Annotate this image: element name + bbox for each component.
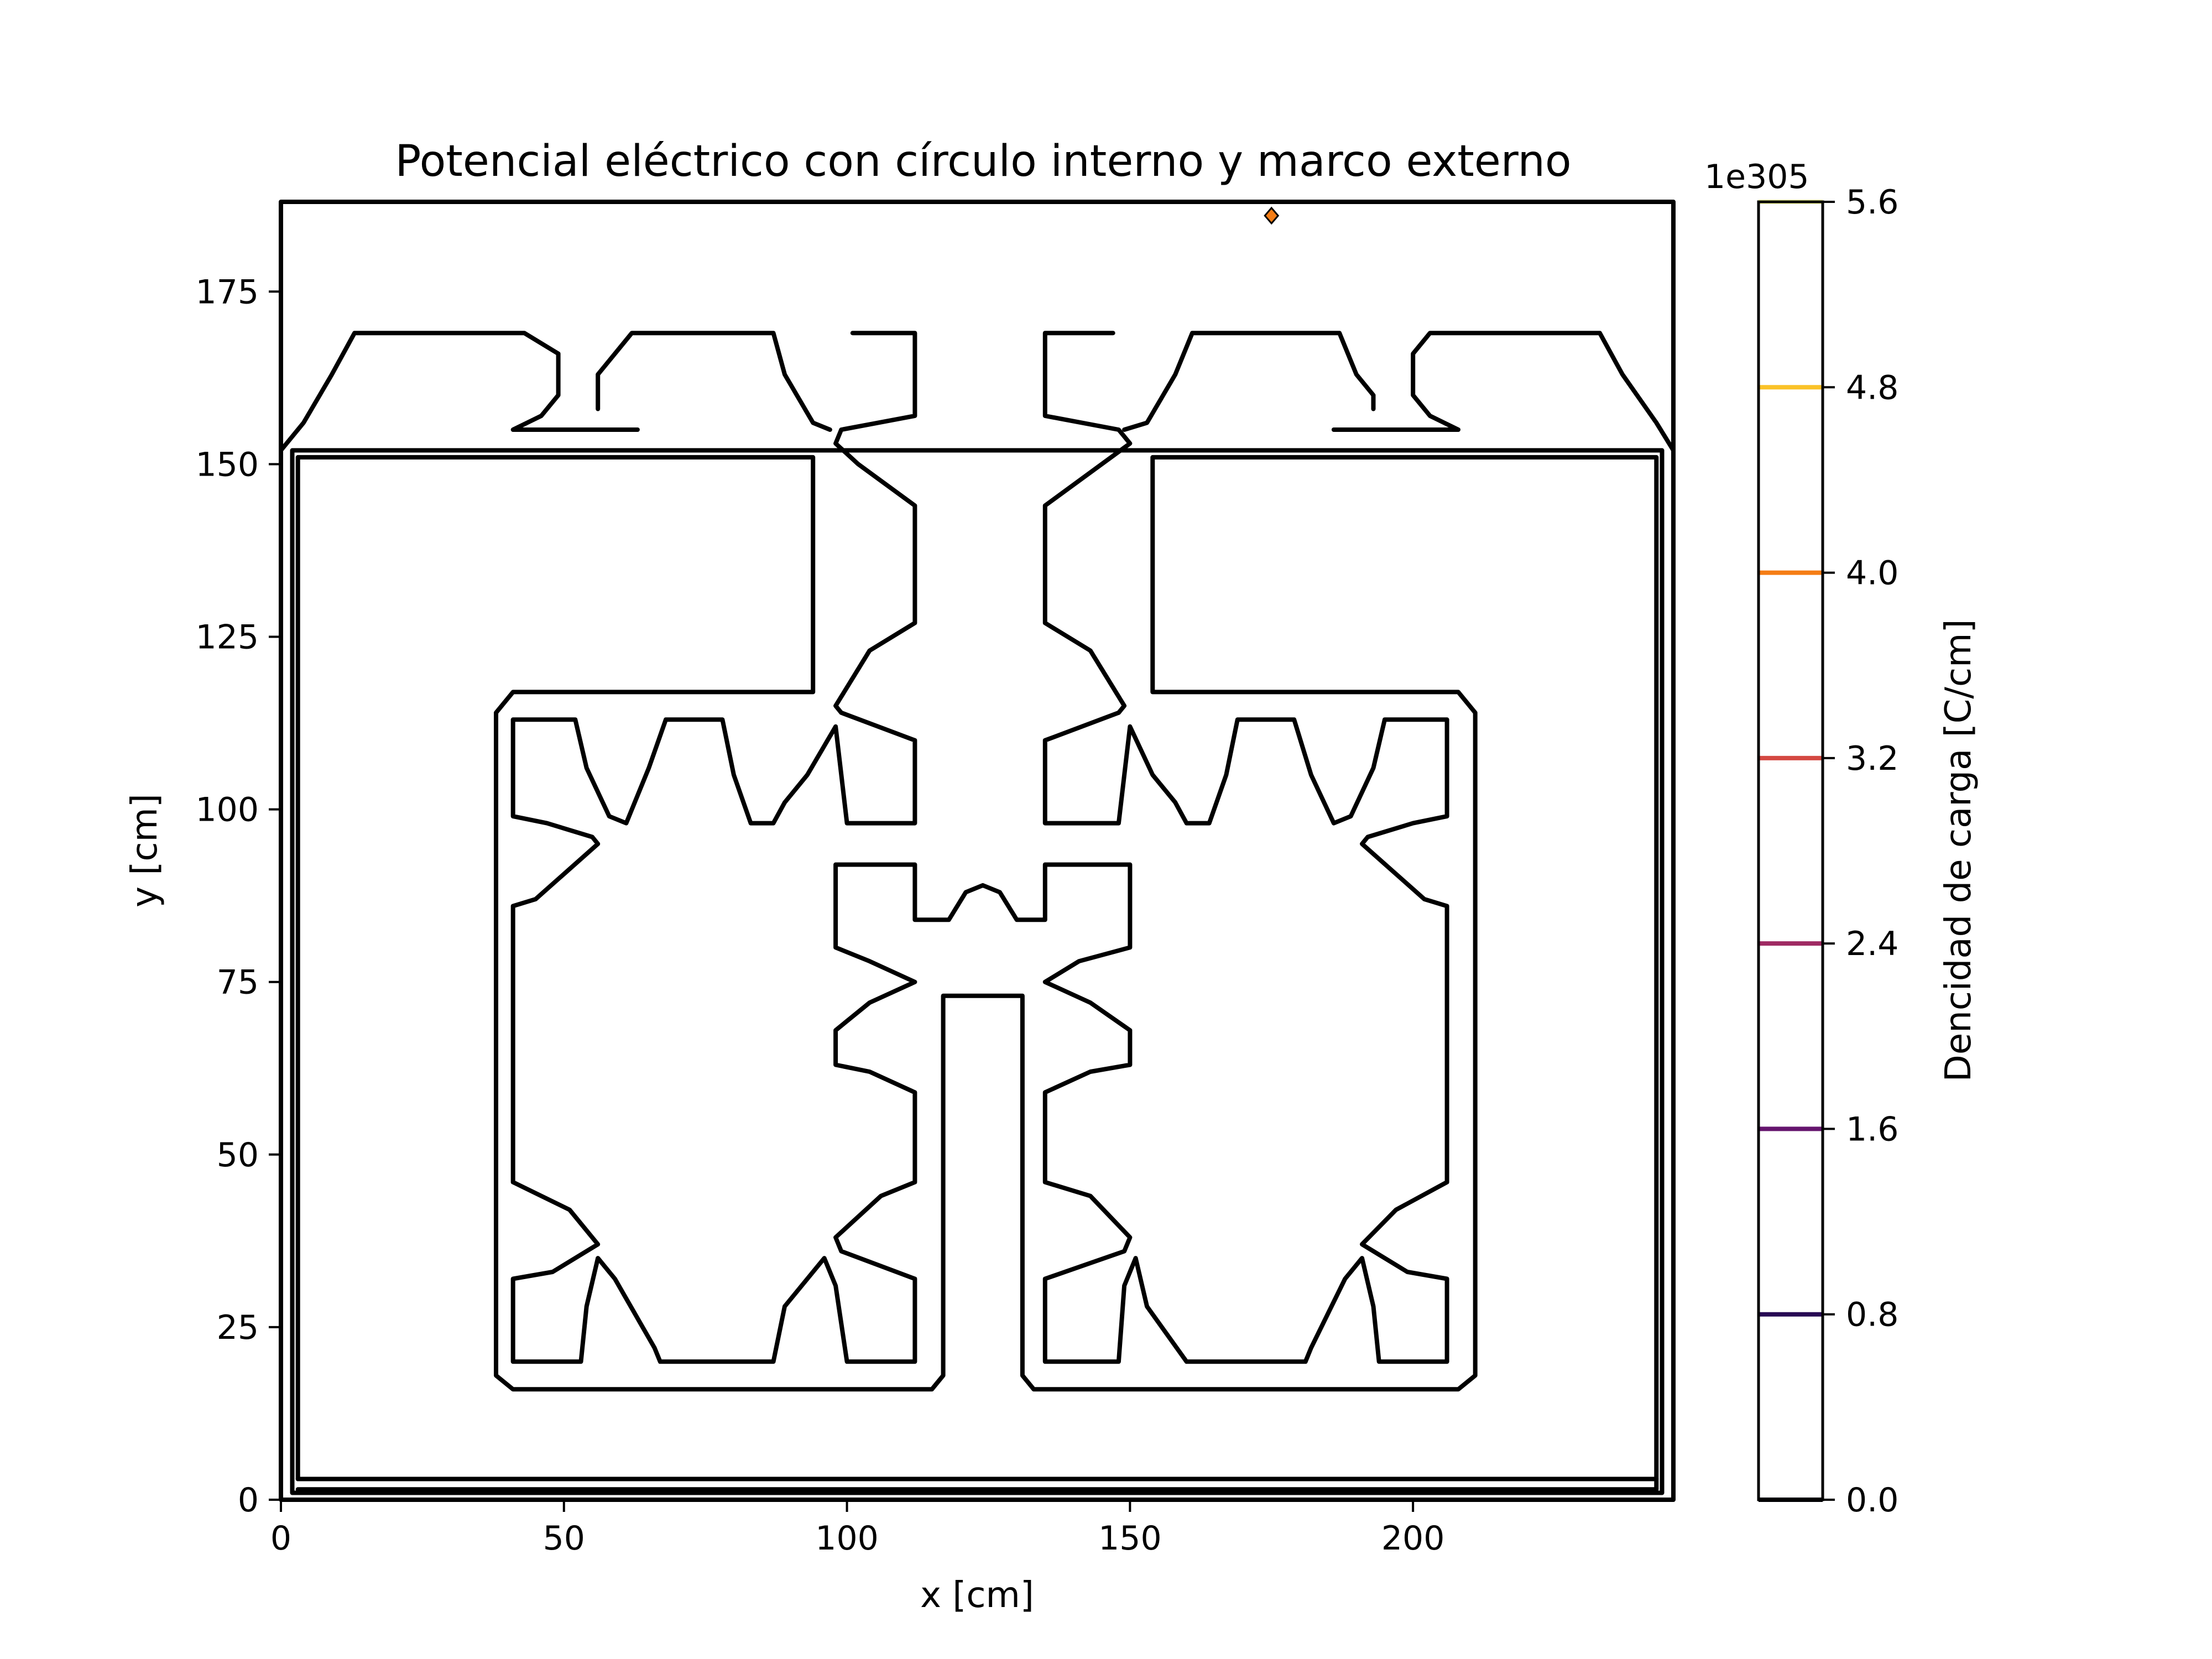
colorbar-offset-text: 1e305 — [1704, 158, 1809, 196]
contour-top-right-cap-1 — [1122, 331, 1376, 432]
colorbar-tick-label: 5.6 — [1846, 183, 1898, 222]
y-tick-label: 0 — [238, 1481, 259, 1520]
colorbar-label: Dencidad de carga [C/cm] — [1938, 619, 1979, 1082]
contour-bottom-band — [295, 1477, 1659, 1492]
x-tick-label: 0 — [270, 1519, 291, 1558]
colorbar-tick-label: 3.2 — [1846, 739, 1898, 778]
y-tick-label: 75 — [217, 963, 259, 1002]
colorbar-frame — [1757, 200, 1824, 1501]
colorbar-tick-label: 4.8 — [1846, 368, 1898, 407]
colorbar: 0.0 0.8 1.6 2.4 3.2 4.0 4.8 5.6 — [1757, 183, 1898, 1520]
x-tick-label: 150 — [1098, 1519, 1162, 1558]
y-tick-label: 150 — [195, 445, 259, 484]
y-tick-label: 25 — [217, 1308, 259, 1347]
contour-top-left-cap-3 — [510, 331, 1449, 1364]
y-tick-label: 50 — [217, 1136, 259, 1175]
y-tick-label: 175 — [195, 273, 259, 311]
contour-top-left-cap-1 — [279, 331, 640, 453]
y-axis: 0 25 50 75 100 125 150 175 — [195, 273, 281, 1520]
contour-outer-frame-inner — [290, 448, 1665, 1495]
colorbar-tick-label: 4.0 — [1846, 554, 1898, 593]
orange-marker — [1264, 206, 1280, 225]
contour-top-left-cap-2 — [596, 331, 832, 432]
x-axis-label: x [cm] — [920, 1575, 1034, 1616]
y-axis-label: y [cm] — [124, 794, 165, 907]
contour-top-right-cap-2 — [1331, 331, 1676, 453]
colorbar-tick-label: 2.4 — [1846, 925, 1898, 963]
colorbar-tick-label: 0.8 — [1846, 1296, 1898, 1334]
y-tick-label: 100 — [195, 791, 259, 830]
chart-title: Potencial eléctrico con círculo interno … — [395, 137, 1571, 186]
colorbar-tick-label: 0.0 — [1846, 1481, 1898, 1520]
colorbar-tick-label: 1.6 — [1846, 1110, 1898, 1149]
y-tick-label: 125 — [195, 618, 259, 656]
contour-left-wall — [295, 455, 1659, 1481]
x-tick-label: 50 — [543, 1519, 585, 1558]
x-tick-label: 200 — [1381, 1519, 1445, 1558]
plot-frame — [279, 200, 1675, 1501]
x-axis: 0 50 100 150 200 — [270, 1500, 1445, 1558]
x-tick-label: 100 — [815, 1519, 879, 1558]
